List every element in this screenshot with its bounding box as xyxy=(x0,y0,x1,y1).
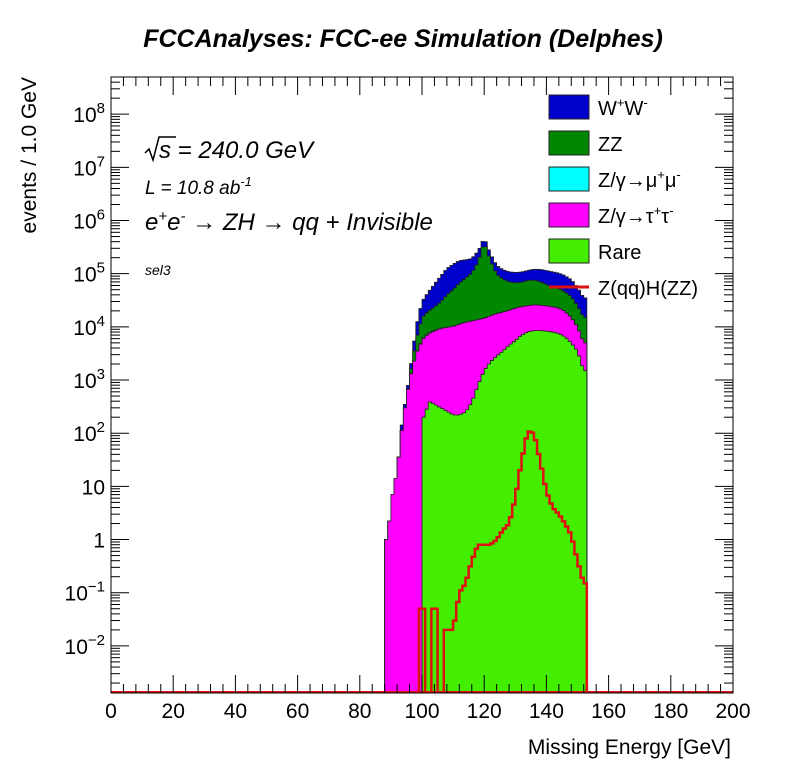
legend: W+W- ZZ Z/γ→μ+μ- Z/γ→τ+τ- Rare Z(qq)H(ZZ) xyxy=(548,94,698,300)
legend-entry: W+W- xyxy=(548,94,648,120)
luminosity-annotation: L = 10.8 ab-1 xyxy=(145,174,252,199)
legend-label: Z/γ→τ+τ- xyxy=(598,203,674,228)
legend-entry: Rare xyxy=(548,238,641,264)
chart-title: FCCAnalyses: FCC-ee Simulation (Delphes) xyxy=(143,25,663,53)
legend-swatch xyxy=(548,94,590,120)
lumi-exponent: -1 xyxy=(240,174,252,189)
legend-swatch xyxy=(548,130,590,156)
x-tick-label: 160 xyxy=(591,700,626,723)
energy-annotation: s = 240.0 GeV xyxy=(144,136,315,164)
process-annotation: e+e- → ZH → qq + Invisible xyxy=(145,208,433,236)
y-axis: 10−2 10−1 1 10 102 103 104 105 106 107 108 xyxy=(65,76,733,694)
y-tick-label: 10 xyxy=(82,476,105,499)
x-axis-label: Missing Energy [GeV] xyxy=(528,736,731,759)
legend-label: ZZ xyxy=(598,134,622,156)
x-axis: 0 20 40 60 80 100 120 140 160 180 200 xyxy=(105,77,751,723)
series-5-area xyxy=(378,330,600,693)
y-tick-label: 1 xyxy=(93,530,105,553)
y-tick-label: 106 xyxy=(73,207,105,234)
sqrt-symbol xyxy=(144,136,176,163)
y-tick-label: 107 xyxy=(73,153,105,180)
legend-entry: Z(qq)H(ZZ) xyxy=(549,278,698,300)
y-tick-label: 108 xyxy=(73,100,105,127)
x-tick-label: 20 xyxy=(162,700,185,723)
legend-swatch xyxy=(548,202,590,228)
y-tick-label: 104 xyxy=(73,313,105,340)
x-tick-label: 40 xyxy=(224,700,247,723)
y-tick-label: 10−2 xyxy=(65,632,105,659)
x-tick-label: 80 xyxy=(348,700,371,723)
x-tick-label: 200 xyxy=(715,700,750,723)
x-tick-label: 120 xyxy=(467,700,502,723)
series-signal-line xyxy=(378,430,600,693)
y-tick-label: 102 xyxy=(73,419,105,446)
legend-label: Rare xyxy=(598,242,641,264)
y-tick-label: 105 xyxy=(73,260,105,287)
lumi-text: L = 10.8 ab xyxy=(145,178,240,199)
y-tick-label: 103 xyxy=(73,366,105,393)
legend-label: Z/γ→μ+μ- xyxy=(598,167,681,192)
x-tick-label: 60 xyxy=(286,700,309,723)
x-tick-label: 100 xyxy=(404,700,439,723)
energy-text: s = 240.0 GeV xyxy=(159,137,315,164)
x-tick-label: 140 xyxy=(529,700,564,723)
legend-swatch xyxy=(548,166,590,192)
legend-entry: ZZ xyxy=(548,130,622,156)
legend-label: W+W- xyxy=(598,95,648,120)
x-tick-label: 0 xyxy=(105,700,117,723)
legend-swatch xyxy=(548,238,590,264)
series-layer xyxy=(111,241,733,693)
legend-entry: Z/γ→τ+τ- xyxy=(548,202,674,228)
legend-entry: Z/γ→μ+μ- xyxy=(548,166,681,192)
y-axis-label: events / 1.0 GeV xyxy=(18,77,41,233)
y-tick-label: 10−1 xyxy=(65,579,105,606)
selection-annotation: sel3 xyxy=(145,262,171,278)
legend-label: Z(qq)H(ZZ) xyxy=(598,278,698,300)
x-tick-label: 180 xyxy=(653,700,688,723)
